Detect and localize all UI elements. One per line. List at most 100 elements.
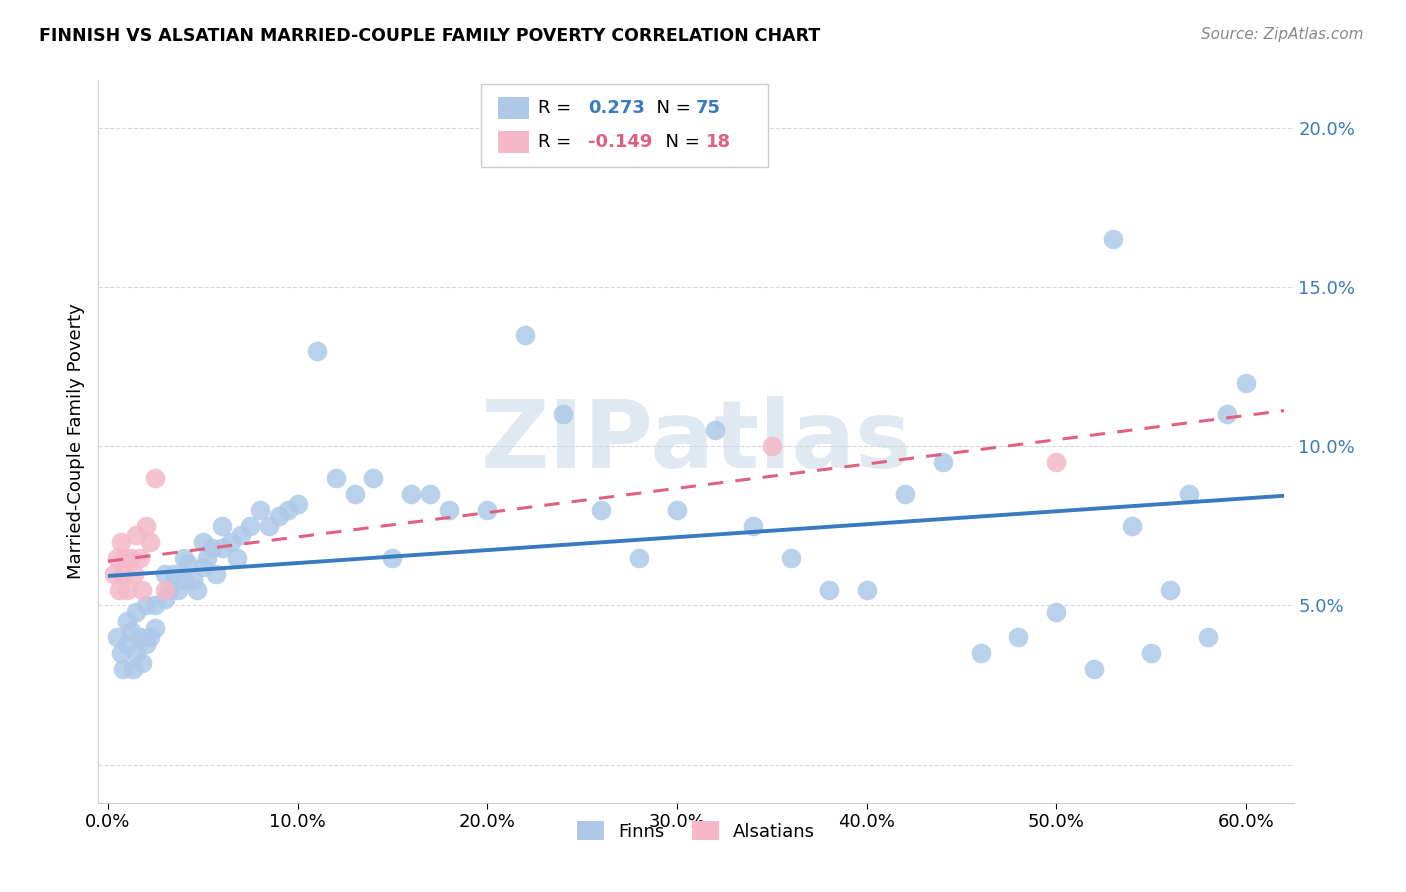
Point	[363, 471, 385, 485]
Text: FINNISH VS ALSATIAN MARRIED-COUPLE FAMILY POVERTY CORRELATION CHART: FINNISH VS ALSATIAN MARRIED-COUPLE FAMIL…	[39, 27, 821, 45]
Point	[419, 487, 441, 501]
Point	[115, 615, 138, 629]
Point	[167, 582, 190, 597]
Point	[1121, 519, 1143, 533]
Point	[761, 439, 783, 453]
Text: R =: R =	[538, 99, 578, 117]
Point	[143, 599, 166, 613]
Point	[125, 605, 148, 619]
Point	[1045, 605, 1067, 619]
Text: Source: ZipAtlas.com: Source: ZipAtlas.com	[1201, 27, 1364, 42]
Point	[343, 487, 366, 501]
Point	[153, 566, 176, 581]
FancyBboxPatch shape	[481, 84, 768, 167]
Text: N =: N =	[644, 99, 696, 117]
Point	[143, 621, 166, 635]
Point	[135, 637, 157, 651]
Point	[666, 503, 689, 517]
Point	[163, 566, 186, 581]
Point	[225, 550, 247, 565]
Point	[703, 424, 725, 438]
Point	[211, 519, 233, 533]
Text: 75: 75	[696, 99, 721, 117]
Point	[1140, 646, 1163, 660]
FancyBboxPatch shape	[498, 131, 529, 153]
Point	[1045, 455, 1067, 469]
Point	[1197, 630, 1219, 644]
Point	[125, 646, 148, 660]
Point	[195, 550, 218, 565]
Point	[201, 541, 224, 556]
Point	[1178, 487, 1201, 501]
Point	[257, 519, 280, 533]
Point	[628, 550, 651, 565]
Point	[287, 497, 309, 511]
Point	[125, 528, 148, 542]
Point	[219, 534, 242, 549]
Point	[817, 582, 839, 597]
Point	[239, 519, 262, 533]
Point	[131, 582, 153, 597]
Point	[135, 519, 157, 533]
Point	[741, 519, 763, 533]
Point	[112, 566, 135, 581]
Point	[124, 566, 146, 581]
Text: 18: 18	[706, 133, 731, 151]
Point	[267, 509, 290, 524]
Text: -0.149: -0.149	[589, 133, 652, 151]
Point	[1159, 582, 1181, 597]
Point	[515, 327, 537, 342]
Point	[120, 550, 142, 565]
Text: ZIPatlas: ZIPatlas	[481, 395, 911, 488]
Point	[779, 550, 801, 565]
Point	[129, 630, 152, 644]
Point	[325, 471, 347, 485]
Point	[115, 637, 138, 651]
Point	[893, 487, 915, 501]
Point	[381, 550, 404, 565]
Point	[115, 582, 138, 597]
Text: R =: R =	[538, 133, 578, 151]
Point	[1083, 662, 1105, 676]
Point	[108, 582, 131, 597]
Point	[1234, 376, 1257, 390]
Point	[120, 624, 142, 638]
Point	[305, 343, 328, 358]
Point	[176, 557, 198, 571]
Point	[138, 534, 160, 549]
Point	[591, 503, 613, 517]
Point	[112, 662, 135, 676]
Point	[121, 662, 143, 676]
Point	[173, 573, 195, 587]
Point	[110, 646, 132, 660]
Point	[143, 471, 166, 485]
Point	[211, 541, 233, 556]
FancyBboxPatch shape	[498, 97, 529, 119]
Point	[173, 550, 195, 565]
Point	[931, 455, 953, 469]
Point	[205, 566, 228, 581]
Point	[277, 503, 299, 517]
Point	[153, 582, 176, 597]
Point	[157, 582, 180, 597]
Text: N =: N =	[654, 133, 706, 151]
Point	[114, 550, 136, 565]
Point	[191, 560, 214, 574]
Point	[191, 534, 214, 549]
Legend: Finns, Alsatians: Finns, Alsatians	[569, 814, 823, 848]
Point	[186, 582, 208, 597]
Point	[105, 630, 128, 644]
Point	[401, 487, 423, 501]
Point	[138, 630, 160, 644]
Point	[1216, 408, 1239, 422]
Point	[855, 582, 877, 597]
Point	[181, 573, 204, 587]
Point	[969, 646, 991, 660]
Point	[477, 503, 499, 517]
Point	[105, 550, 128, 565]
Point	[110, 534, 132, 549]
Point	[135, 599, 157, 613]
Point	[229, 528, 252, 542]
Point	[1007, 630, 1029, 644]
Point	[153, 592, 176, 607]
